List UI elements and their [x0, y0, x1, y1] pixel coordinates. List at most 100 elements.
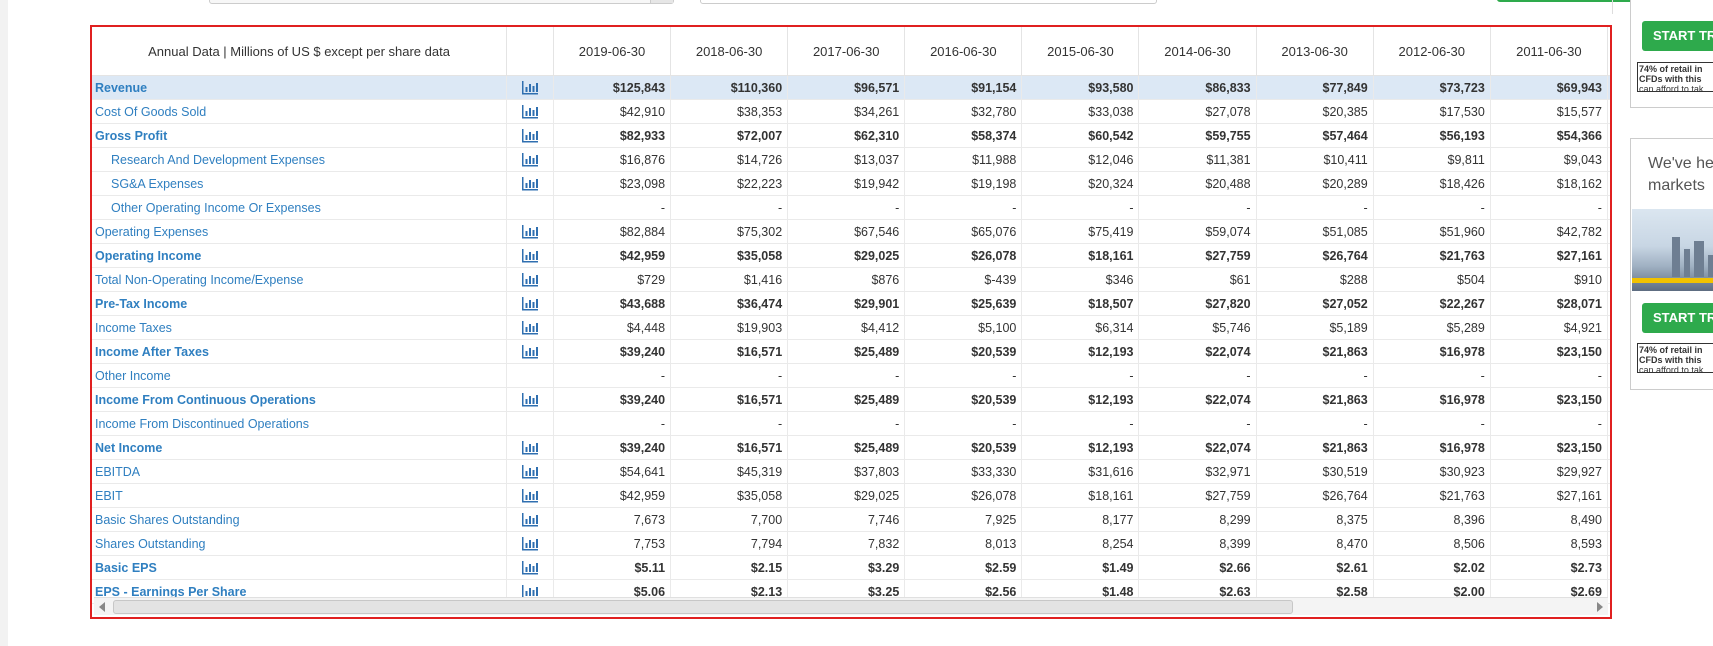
row-label-link[interactable]: EBITDA [92, 459, 508, 484]
bar-chart-icon[interactable] [521, 488, 539, 503]
row-label-link[interactable]: SG&A Expenses [92, 171, 508, 196]
top-select-field[interactable] [209, 0, 674, 4]
value-cell: $19,198 [904, 171, 1023, 196]
value-cell: $12,193 [1021, 339, 1140, 364]
bar-chart-icon[interactable] [521, 536, 539, 551]
row-label-link[interactable]: Research And Development Expenses [92, 147, 508, 172]
value-cell: $5,289 [1373, 315, 1491, 340]
value-cell: $29,025 [787, 483, 906, 508]
value-cell: $73,723 [1373, 75, 1491, 100]
row-label-link[interactable]: Net Income [92, 435, 508, 460]
value-cell: $38,353 [670, 99, 789, 124]
value-cell: $28,071 [1490, 291, 1608, 316]
value-cell: $17,277 [1607, 171, 1610, 196]
horizontal-scrollbar[interactable] [94, 597, 1608, 615]
bar-chart-icon[interactable] [521, 560, 539, 575]
bar-chart-icon[interactable] [521, 128, 539, 143]
ad-banner-top[interactable]: START TR 74% of retail in CFDs with this… [1630, 0, 1713, 108]
bar-chart-icon[interactable] [521, 320, 539, 335]
row-label-link[interactable]: EBIT [92, 483, 508, 508]
chart-icon-cell [506, 123, 554, 148]
chart-icon-cell [506, 219, 554, 244]
value-cell: $22,074 [1138, 387, 1257, 412]
value-cell: - [1021, 195, 1140, 220]
ad-start-trading-button[interactable]: START TR [1642, 21, 1713, 51]
row-label-link[interactable]: Revenue [92, 75, 508, 100]
bar-chart-icon[interactable] [521, 512, 539, 527]
bar-chart-icon[interactable] [521, 176, 539, 191]
value-cell: 8,470 [1256, 531, 1374, 556]
row-label-link[interactable]: Cost Of Goods Sold [92, 99, 508, 124]
bar-chart-icon[interactable] [521, 272, 539, 287]
bar-chart-icon[interactable] [521, 224, 539, 239]
row-label-link[interactable]: Income From Continuous Operations [92, 387, 508, 412]
bar-chart-icon[interactable] [521, 80, 539, 95]
row-label-link[interactable]: Shares Outstanding [92, 531, 508, 556]
bar-chart-icon[interactable] [521, 152, 539, 167]
value-cell: $58,374 [904, 123, 1023, 148]
value-cell: $16,978 [1373, 339, 1491, 364]
ad-banner-middle[interactable]: We've he markets START TR 74% of retail … [1630, 138, 1713, 390]
value-cell: $18,760 [1607, 339, 1610, 364]
value-cell: - [1138, 363, 1257, 388]
top-search-field[interactable] [700, 0, 1157, 4]
value-cell: $20,539 [904, 435, 1023, 460]
row-label-link[interactable]: Total Non-Operating Income/Expense [92, 267, 508, 292]
value-cell: $26,078 [904, 483, 1023, 508]
value-cell: $12,046 [1021, 147, 1140, 172]
bar-chart-icon[interactable] [521, 296, 539, 311]
bar-chart-icon[interactable] [521, 392, 539, 407]
value-cell: $1.49 [1021, 555, 1140, 580]
ad-start-trading-button[interactable]: START TR [1642, 303, 1713, 333]
value-cell: $25,489 [787, 435, 906, 460]
row-label-link[interactable]: Other Operating Income Or Expenses [92, 195, 508, 220]
value-cell: $67,546 [787, 219, 906, 244]
bar-chart-icon[interactable] [521, 104, 539, 119]
row-label-link[interactable]: Gross Profit [92, 123, 508, 148]
chart-icon-cell [506, 363, 554, 388]
top-action-button[interactable] [1497, 0, 1655, 2]
row-label-link[interactable]: Operating Income [92, 243, 508, 268]
value-cell: $30,519 [1256, 459, 1374, 484]
value-cell: $23,098 [553, 171, 672, 196]
table-row: SG&A Expenses $23,098 $22,223 $19,942 $19,19… [92, 171, 1610, 196]
select-handle[interactable] [650, 0, 673, 3]
value-cell: $75,419 [1021, 219, 1140, 244]
bar-chart-icon[interactable] [521, 464, 539, 479]
row-label-link[interactable]: Pre-Tax Income [92, 291, 508, 316]
chart-icon-cell [506, 291, 554, 316]
value-cell: 7,753 [553, 531, 672, 556]
bar-chart-icon[interactable] [521, 248, 539, 263]
row-label-link[interactable]: Basic Shares Outstanding [92, 507, 508, 532]
bar-chart-icon[interactable] [521, 344, 539, 359]
bar-chart-icon[interactable] [521, 440, 539, 455]
value-cell: $27,161 [1490, 483, 1608, 508]
row-label-link[interactable]: Other Income [92, 363, 508, 388]
value-cell: $35,058 [670, 483, 789, 508]
chart-icon-cell [506, 483, 554, 508]
arrow-left-icon[interactable] [99, 602, 105, 612]
value-cell: $27,161 [1490, 243, 1608, 268]
row-label-link[interactable]: Income After Taxes [92, 339, 508, 364]
value-cell: $12,193 [1021, 387, 1140, 412]
chart-icon-cell [506, 387, 554, 412]
row-label-link[interactable]: Basic EPS [92, 555, 508, 580]
value-cell: $5,100 [904, 315, 1023, 340]
row-label-link[interactable]: Income Taxes [92, 315, 508, 340]
arrow-right-icon[interactable] [1597, 602, 1603, 612]
row-label-link[interactable]: Income From Discontinued Operations [92, 411, 508, 436]
row-label-link[interactable]: Operating Expenses [92, 219, 508, 244]
divider [1612, 0, 1613, 14]
chart-icon-cell [506, 99, 554, 124]
table-row: Cost Of Goods Sold $42,910 $38,353 $34,261 $… [92, 99, 1610, 124]
value-cell: $50,089 [1607, 123, 1610, 148]
chart-icon-cell [506, 411, 554, 436]
chart-icon-cell [506, 435, 554, 460]
scrollbar-thumb[interactable] [113, 600, 1293, 614]
ad-disclaimer-line: 74% of retail in [1639, 64, 1703, 74]
value-cell: $11,381 [1138, 147, 1257, 172]
value-cell: $346 [1021, 267, 1140, 292]
value-cell: $876 [787, 267, 906, 292]
value-cell: $25,639 [904, 291, 1023, 316]
value-cell: - [553, 363, 672, 388]
